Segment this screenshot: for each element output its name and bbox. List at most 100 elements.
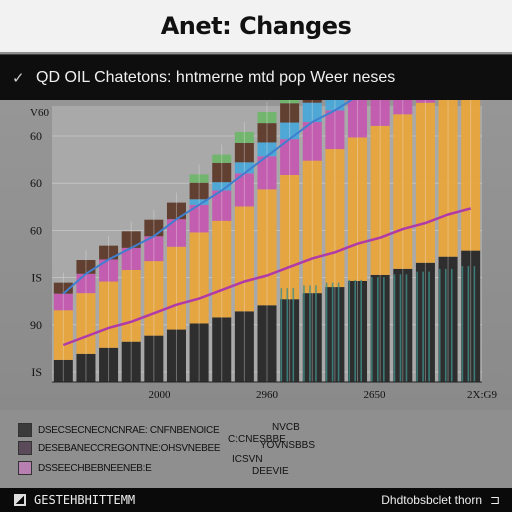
bar	[302, 293, 322, 382]
bar	[302, 100, 322, 103]
legend-label: DESEBANECCREGONTNE:OHSVNEBEE	[38, 442, 221, 454]
footer-right-text: Dhdtobsbclet thorn	[381, 493, 482, 507]
bar	[257, 305, 277, 382]
bar	[461, 250, 481, 382]
legend-value: C:CNESBBE	[228, 434, 286, 445]
bar	[234, 142, 254, 163]
bar	[280, 299, 300, 382]
bar	[348, 280, 368, 382]
bar	[280, 100, 300, 104]
y-tick-label: IS	[31, 365, 42, 379]
bar	[234, 206, 254, 312]
bar	[212, 182, 232, 191]
x-tick-label: 2960	[256, 389, 279, 401]
bar	[53, 293, 73, 311]
footer-bar: GESTEHBHITTEMM Dhdtobsbclet thorn ⊐	[0, 488, 512, 512]
chart-panel: 60 60 60 IS 90 IS V60 2000 2960 2650 2X:G9	[0, 100, 512, 410]
bar	[393, 100, 413, 115]
bar	[370, 125, 390, 275]
bar	[121, 341, 141, 382]
bar	[121, 247, 141, 270]
legend: DSECSECNECNCNRAE: CNFNBENOICE DESEBANECC…	[0, 410, 512, 488]
bar	[99, 259, 119, 282]
bar	[370, 274, 390, 382]
bar	[257, 112, 277, 124]
bar	[280, 139, 300, 175]
series-line	[62, 100, 354, 295]
bar	[212, 190, 232, 221]
bar	[325, 100, 345, 111]
legend-row: DSECSECNECNCNRAE: CNFNBENOICE	[18, 422, 220, 438]
bar	[189, 174, 209, 183]
bar	[234, 311, 254, 382]
bar	[189, 204, 209, 233]
bar	[189, 323, 209, 382]
legend-value: NVCB	[272, 422, 300, 433]
y-tick-label: IS	[31, 271, 42, 285]
legend-label: DSECSECNECNCNRAE: CNFNBENOICE	[38, 424, 220, 436]
legend-swatch	[18, 461, 32, 475]
bar	[325, 287, 345, 382]
bar	[121, 231, 141, 248]
bar	[53, 310, 73, 360]
bar	[280, 103, 300, 123]
bracket-icon: ⊐	[489, 493, 500, 507]
series-line	[62, 207, 472, 347]
bar	[166, 219, 186, 247]
bar	[144, 335, 164, 382]
bar	[99, 347, 119, 382]
legend-swatch	[18, 441, 32, 455]
bar	[257, 123, 277, 143]
bar	[76, 353, 96, 382]
bar	[189, 199, 209, 205]
bar	[302, 102, 322, 123]
bar	[53, 282, 73, 294]
chart-subtitle: QD OIL Chatetons: hntmerne mtd pop Weer …	[36, 69, 396, 86]
y-axis-top-label: V60	[30, 107, 49, 119]
legend-value: YOVNSBBS	[260, 440, 316, 451]
bar	[212, 154, 232, 163]
legend-row: DESEBANECCREGONTNE:OHSVNEBEE	[18, 440, 221, 456]
bar	[212, 220, 232, 318]
bar	[370, 100, 390, 126]
bar	[234, 131, 254, 143]
chart-title: Anet: Changes	[160, 12, 352, 40]
bar	[257, 156, 277, 190]
bar	[212, 317, 232, 382]
bar	[325, 110, 345, 150]
y-tick-label: 90	[30, 318, 42, 332]
bar	[189, 182, 209, 200]
y-tick-label: 60	[30, 223, 42, 237]
bar	[99, 281, 119, 348]
bar	[166, 246, 186, 330]
bar	[415, 262, 435, 382]
legend-value: DEEVIE	[252, 466, 289, 477]
bar	[302, 122, 322, 161]
chart-icon	[14, 494, 26, 506]
check-icon: ✓	[12, 70, 25, 87]
x-tick-label: 2X:G9	[467, 389, 497, 401]
x-tick-label: 2000	[149, 389, 172, 401]
bar	[415, 102, 435, 263]
bar	[438, 256, 458, 382]
bar	[461, 100, 481, 251]
chart-title-bar: Anet: Changes	[0, 0, 512, 52]
x-tick-label: 2650	[364, 389, 387, 401]
legend-value: ICSVN	[232, 454, 263, 465]
legend-swatch	[18, 423, 32, 437]
legend-label: DSSEECHBEBNEENEB:E	[38, 462, 152, 474]
bar	[166, 329, 186, 382]
footer-left-text: GESTEHBHITTEMM	[34, 493, 136, 507]
bar	[144, 236, 164, 262]
bar	[212, 162, 232, 183]
bar	[415, 100, 435, 103]
bar	[348, 100, 368, 138]
bar	[234, 162, 254, 174]
legend-row: DSSEECHBEBNEENEB:E	[18, 460, 152, 476]
y-tick-label: 60	[30, 176, 42, 190]
chart-svg: 60 60 60 IS 90 IS V60 2000 2960 2650 2X:G9	[30, 100, 497, 401]
bar	[234, 173, 254, 207]
bar	[144, 261, 164, 336]
y-tick-label: 60	[30, 129, 42, 143]
bar	[393, 268, 413, 382]
